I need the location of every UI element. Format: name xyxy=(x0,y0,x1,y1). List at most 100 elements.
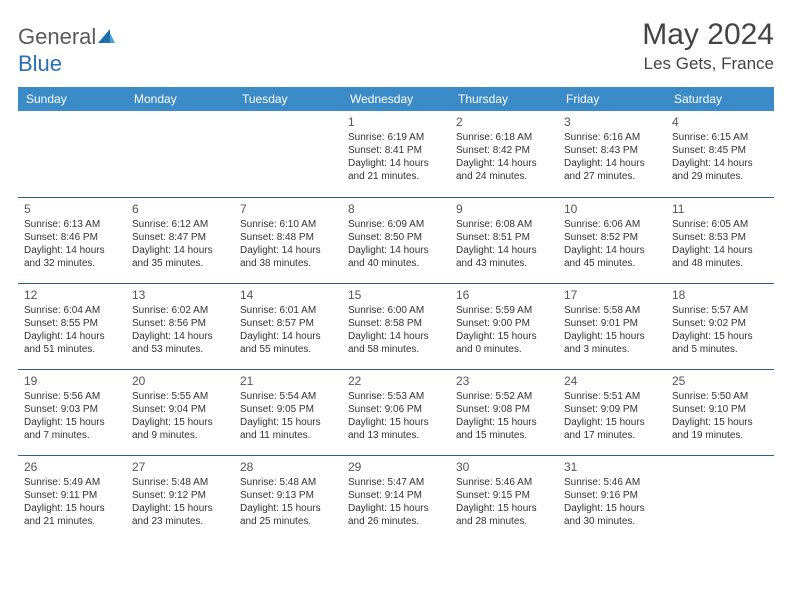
sunrise-line: Sunrise: 5:48 AM xyxy=(240,476,336,489)
daylight-line: Daylight: 14 hours xyxy=(24,244,120,257)
day-number: 13 xyxy=(132,288,228,302)
daylight-line: Daylight: 14 hours xyxy=(672,157,768,170)
daylight-line: and 28 minutes. xyxy=(456,515,552,528)
calendar-cell: 7Sunrise: 6:10 AMSunset: 8:48 PMDaylight… xyxy=(234,197,342,283)
day-number: 20 xyxy=(132,374,228,388)
day-details: Sunrise: 6:01 AMSunset: 8:57 PMDaylight:… xyxy=(240,304,336,356)
brand-part1: General xyxy=(18,24,96,49)
day-details: Sunrise: 5:48 AMSunset: 9:12 PMDaylight:… xyxy=(132,476,228,528)
sunset-line: Sunset: 9:11 PM xyxy=(24,489,120,502)
sunrise-line: Sunrise: 5:50 AM xyxy=(672,390,768,403)
daylight-line: and 17 minutes. xyxy=(564,429,660,442)
sunrise-line: Sunrise: 5:46 AM xyxy=(564,476,660,489)
sunset-line: Sunset: 9:05 PM xyxy=(240,403,336,416)
day-details: Sunrise: 5:49 AMSunset: 9:11 PMDaylight:… xyxy=(24,476,120,528)
sunset-line: Sunset: 8:51 PM xyxy=(456,231,552,244)
day-details: Sunrise: 5:53 AMSunset: 9:06 PMDaylight:… xyxy=(348,390,444,442)
weekday-header: Thursday xyxy=(450,87,558,111)
weekday-header: Monday xyxy=(126,87,234,111)
calendar-cell: 1Sunrise: 6:19 AMSunset: 8:41 PMDaylight… xyxy=(342,111,450,197)
day-details: Sunrise: 6:13 AMSunset: 8:46 PMDaylight:… xyxy=(24,218,120,270)
daylight-line: Daylight: 15 hours xyxy=(348,416,444,429)
daylight-line: Daylight: 14 hours xyxy=(132,330,228,343)
calendar-cell xyxy=(18,111,126,197)
daylight-line: and 40 minutes. xyxy=(348,257,444,270)
day-details: Sunrise: 6:15 AMSunset: 8:45 PMDaylight:… xyxy=(672,131,768,183)
calendar-row: 12Sunrise: 6:04 AMSunset: 8:55 PMDayligh… xyxy=(18,283,774,369)
daylight-line: Daylight: 14 hours xyxy=(348,244,444,257)
sunset-line: Sunset: 8:52 PM xyxy=(564,231,660,244)
day-details: Sunrise: 5:52 AMSunset: 9:08 PMDaylight:… xyxy=(456,390,552,442)
sunrise-line: Sunrise: 5:55 AM xyxy=(132,390,228,403)
day-details: Sunrise: 5:55 AMSunset: 9:04 PMDaylight:… xyxy=(132,390,228,442)
daylight-line: Daylight: 15 hours xyxy=(24,502,120,515)
sunset-line: Sunset: 9:15 PM xyxy=(456,489,552,502)
calendar-cell: 20 Sunrise: 5:55 AMSunset: 9:04 PMDayligh… xyxy=(126,369,234,455)
brand-part2: Blue xyxy=(18,51,62,76)
day-number: 2 xyxy=(456,115,552,129)
day-number: 14 xyxy=(240,288,336,302)
sunrise-line: Sunrise: 5:57 AM xyxy=(672,304,768,317)
daylight-line: Daylight: 15 hours xyxy=(240,502,336,515)
daylight-line: and 0 minutes. xyxy=(456,343,552,356)
sunset-line: Sunset: 8:57 PM xyxy=(240,317,336,330)
day-number: 9 xyxy=(456,202,552,216)
daylight-line: Daylight: 14 hours xyxy=(348,330,444,343)
day-number: 10 xyxy=(564,202,660,216)
sunrise-line: Sunrise: 5:54 AM xyxy=(240,390,336,403)
daylight-line: Daylight: 15 hours xyxy=(348,502,444,515)
daylight-line: and 32 minutes. xyxy=(24,257,120,270)
daylight-line: and 9 minutes. xyxy=(132,429,228,442)
sunset-line: Sunset: 9:13 PM xyxy=(240,489,336,502)
day-details: Sunrise: 5:57 AMSunset: 9:02 PMDaylight:… xyxy=(672,304,768,356)
daylight-line: and 29 minutes. xyxy=(672,170,768,183)
daylight-line: Daylight: 14 hours xyxy=(456,244,552,257)
daylight-line: and 19 minutes. xyxy=(672,429,768,442)
day-details: Sunrise: 5:47 AMSunset: 9:14 PMDaylight:… xyxy=(348,476,444,528)
sunrise-line: Sunrise: 6:19 AM xyxy=(348,131,444,144)
sunrise-line: Sunrise: 6:18 AM xyxy=(456,131,552,144)
calendar-cell: 13Sunrise: 6:02 AMSunset: 8:56 PMDayligh… xyxy=(126,283,234,369)
daylight-line: Daylight: 14 hours xyxy=(564,157,660,170)
sunset-line: Sunset: 8:55 PM xyxy=(24,317,120,330)
daylight-line: Daylight: 14 hours xyxy=(564,244,660,257)
daylight-line: and 51 minutes. xyxy=(24,343,120,356)
day-number: 19 xyxy=(24,374,120,388)
daylight-line: and 5 minutes. xyxy=(672,343,768,356)
daylight-line: and 3 minutes. xyxy=(564,343,660,356)
day-details: Sunrise: 5:56 AMSunset: 9:03 PMDaylight:… xyxy=(24,390,120,442)
day-number: 18 xyxy=(672,288,768,302)
sunset-line: Sunset: 9:14 PM xyxy=(348,489,444,502)
day-number: 7 xyxy=(240,202,336,216)
day-details: Sunrise: 6:09 AMSunset: 8:50 PMDaylight:… xyxy=(348,218,444,270)
day-details: Sunrise: 6:12 AMSunset: 8:47 PMDaylight:… xyxy=(132,218,228,270)
daylight-line: Daylight: 14 hours xyxy=(672,244,768,257)
sunset-line: Sunset: 8:50 PM xyxy=(348,231,444,244)
sunrise-line: Sunrise: 6:09 AM xyxy=(348,218,444,231)
calendar-cell: 19 Sunrise: 5:56 AMSunset: 9:03 PMDayligh… xyxy=(18,369,126,455)
day-number: 22 xyxy=(348,374,444,388)
day-details: Sunrise: 6:16 AMSunset: 8:43 PMDaylight:… xyxy=(564,131,660,183)
daylight-line: and 38 minutes. xyxy=(240,257,336,270)
calendar-cell: 9Sunrise: 6:08 AMSunset: 8:51 PMDaylight… xyxy=(450,197,558,283)
calendar-cell: 12Sunrise: 6:04 AMSunset: 8:55 PMDayligh… xyxy=(18,283,126,369)
sunset-line: Sunset: 8:46 PM xyxy=(24,231,120,244)
daylight-line: Daylight: 14 hours xyxy=(132,244,228,257)
sunset-line: Sunset: 8:48 PM xyxy=(240,231,336,244)
calendar-cell: 24Sunrise: 5:51 AMSunset: 9:09 PMDayligh… xyxy=(558,369,666,455)
day-details: Sunrise: 6:19 AMSunset: 8:41 PMDaylight:… xyxy=(348,131,444,183)
brand-text: GeneralBlue xyxy=(18,24,116,77)
day-details: Sunrise: 5:50 AMSunset: 9:10 PMDaylight:… xyxy=(672,390,768,442)
sunset-line: Sunset: 9:04 PM xyxy=(132,403,228,416)
sunset-line: Sunset: 8:56 PM xyxy=(132,317,228,330)
sunset-line: Sunset: 8:43 PM xyxy=(564,144,660,157)
calendar-cell: 30Sunrise: 5:46 AMSunset: 9:15 PMDayligh… xyxy=(450,455,558,541)
sunrise-line: Sunrise: 5:48 AM xyxy=(132,476,228,489)
sunrise-line: Sunrise: 6:15 AM xyxy=(672,131,768,144)
sunset-line: Sunset: 9:10 PM xyxy=(672,403,768,416)
daylight-line: Daylight: 15 hours xyxy=(456,416,552,429)
day-details: Sunrise: 6:18 AMSunset: 8:42 PMDaylight:… xyxy=(456,131,552,183)
daylight-line: and 30 minutes. xyxy=(564,515,660,528)
sunrise-line: Sunrise: 5:59 AM xyxy=(456,304,552,317)
daylight-line: Daylight: 15 hours xyxy=(456,502,552,515)
